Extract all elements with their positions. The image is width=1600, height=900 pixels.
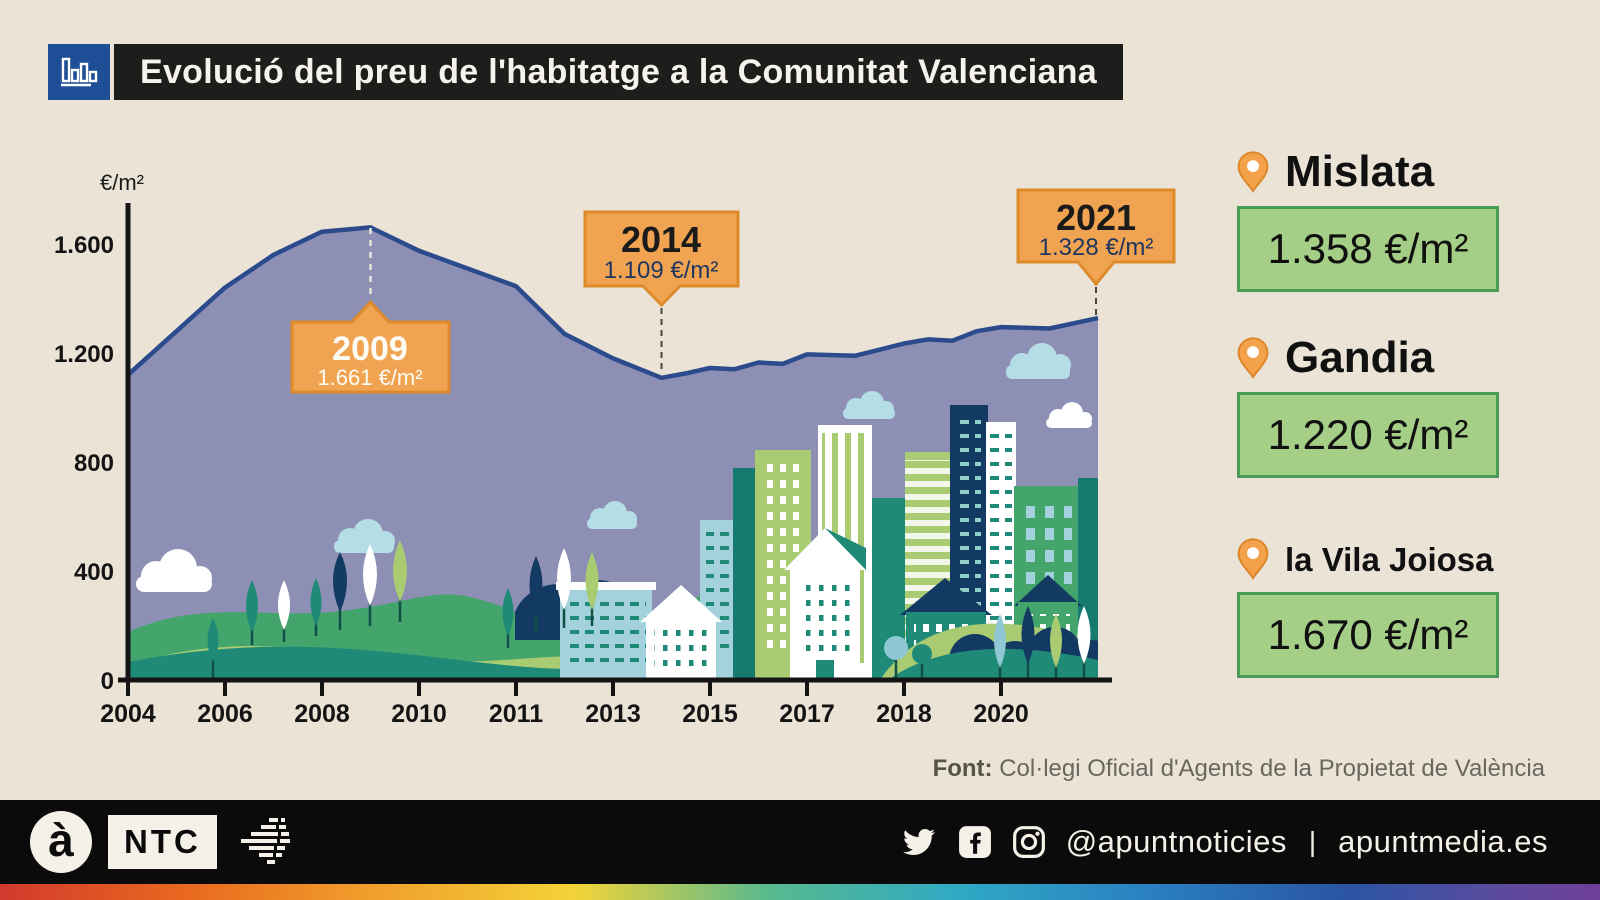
map-pin-icon <box>1237 151 1269 193</box>
y-tick-label: 0 <box>101 668 114 695</box>
x-tick-label: 2010 <box>391 700 447 728</box>
ntc-logo: NTC <box>108 815 217 869</box>
cloud-white-icon <box>1046 402 1092 428</box>
separator: | <box>1308 826 1317 857</box>
x-tick-label: 2015 <box>682 700 738 728</box>
source-note: Font: Col·legi Oficial d'Agents de la Pr… <box>933 755 1545 783</box>
bottom-bar: à NTC <box>0 800 1600 884</box>
x-tick-label: 2013 <box>585 700 641 728</box>
map-pin-icon <box>1237 337 1269 379</box>
cloud-blue-icon <box>587 501 637 529</box>
instagram-icon <box>1012 826 1045 858</box>
x-tick-label: 2006 <box>197 700 253 728</box>
map-pin-icon <box>1237 538 1269 580</box>
chart-area: 0 400 800 1.200 1.600 2004 2006 2008 2010 2011 20… <box>54 150 1190 740</box>
x-tick-label: 2004 <box>100 700 156 728</box>
cloud-blue-icon <box>843 391 895 419</box>
axes: 0 400 800 1.200 1.600 2004 2006 2008 2010 2011 20… <box>54 170 1112 728</box>
callout-2014-year: 2014 <box>621 219 701 260</box>
speed-lines-icon <box>240 818 290 864</box>
price-line <box>126 225 1099 381</box>
callout-2021: 2021 1.328 €/m² <box>1016 188 1176 316</box>
header: Evolució del preu de l'habitatge a la Co… <box>48 44 1123 100</box>
callout-2009-value: 1.661 €/m² <box>317 365 422 390</box>
y-tick-label: 400 <box>74 559 114 586</box>
y-tick-label: 1.200 <box>55 341 114 368</box>
website: apuntmedia.es <box>1338 824 1548 859</box>
price-evolution-chart: 0 400 800 1.200 1.600 2004 2006 2008 2010 2011 20… <box>54 170 1176 728</box>
cloud-blue-icon <box>334 519 395 553</box>
source-text: Col·legi Oficial d'Agents de la Propieta… <box>999 755 1545 782</box>
callout-2009: 2009 1.661 €/m² <box>290 228 451 394</box>
cloud-white-icon <box>136 549 212 592</box>
social-handle: @apuntnoticies <box>1065 824 1287 859</box>
callout-2021-year: 2021 <box>1056 197 1136 238</box>
rainbow-strip <box>0 884 1600 900</box>
y-axis-unit: €/m² <box>100 170 144 195</box>
x-tick-label: 2018 <box>876 700 932 728</box>
location-name: Gandia <box>1285 333 1435 382</box>
location-name: la Vila Joiosa <box>1285 540 1494 578</box>
callout-2014: 2014 1.109 €/m² <box>583 210 740 374</box>
page-title: Evolució del preu de l'habitatge a la Co… <box>140 52 1097 91</box>
brand-block: à NTC <box>30 800 291 884</box>
cloud-blue-icon <box>1006 343 1071 379</box>
location-card-mislata: Mislata 1.358 €/m² <box>1237 150 1499 292</box>
location-card-gandia: Gandia 1.220 €/m² <box>1237 336 1499 478</box>
bar-chart-icon <box>48 44 110 100</box>
callout-2009-year: 2009 <box>332 330 408 368</box>
location-price: 1.220 €/m² <box>1237 392 1499 478</box>
x-tick-label: 2008 <box>294 700 350 728</box>
twitter-icon <box>902 828 935 856</box>
facebook-icon <box>958 826 991 858</box>
location-price: 1.358 €/m² <box>1237 206 1499 292</box>
location-price: 1.670 €/m² <box>1237 592 1499 678</box>
apunt-logo: à <box>30 811 92 873</box>
callout-2014-value: 1.109 €/m² <box>604 257 719 284</box>
location-name: Mislata <box>1285 147 1435 196</box>
y-tick-label: 800 <box>74 450 114 477</box>
callout-2021-value: 1.328 €/m² <box>1039 234 1154 261</box>
social-block: @apuntnoticies | apuntmedia.es <box>900 800 1548 884</box>
title-bar: Evolució del preu de l'habitatge a la Co… <box>114 44 1123 100</box>
cityscape-illustration <box>128 343 1098 680</box>
x-tick-label: 2011 <box>489 700 543 728</box>
x-tick-label: 2020 <box>973 700 1029 728</box>
source-label: Font: <box>932 755 993 782</box>
location-card-vila-joiosa: la Vila Joiosa 1.670 €/m² <box>1237 538 1499 678</box>
x-tick-label: 2017 <box>779 700 835 728</box>
y-tick-label: 1.600 <box>55 232 114 259</box>
